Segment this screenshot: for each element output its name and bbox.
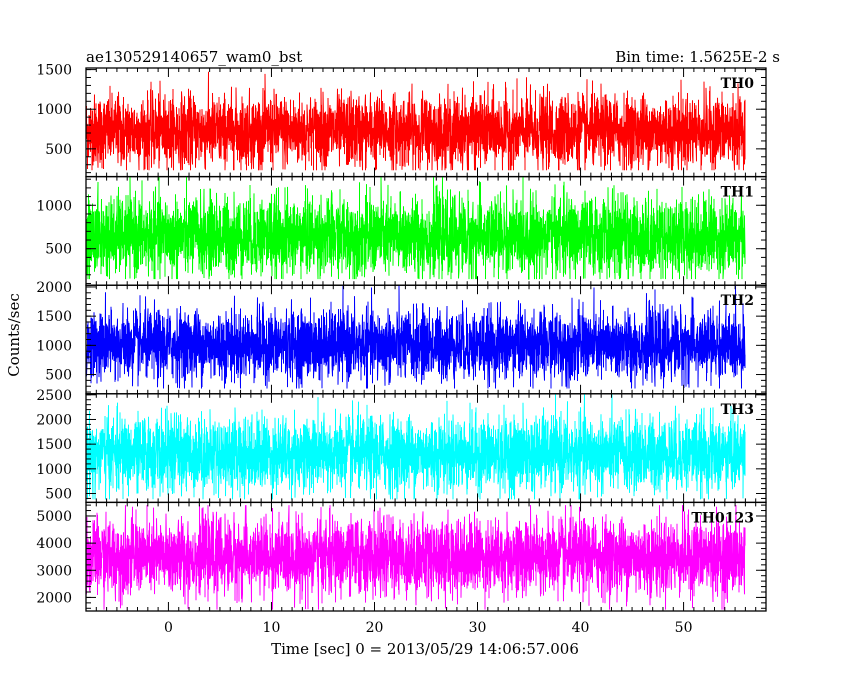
- series-label-th0123: TH0123: [691, 510, 754, 526]
- y-tick-label: 500: [45, 242, 72, 258]
- y-tick-label: 1500: [36, 63, 72, 79]
- panels-group: 500 1000 1500 TH0 500 1000 TH1 500 1000 1500 2000 T…: [36, 63, 767, 612]
- y-tick-label: 2500: [36, 388, 72, 404]
- panel-th1: 500 1000 TH1: [36, 175, 767, 286]
- y-tick-label: 500: [45, 487, 72, 503]
- y-tick-label: 2000: [36, 280, 72, 296]
- series-label-th1: TH1: [721, 185, 754, 201]
- x-tick-label: 0: [164, 620, 173, 636]
- bin-time-label: Bin time: 1.5625E-2 s: [615, 48, 780, 66]
- x-axis-title: Time [sec] 0 = 2013/05/29 14:06:57.006: [271, 640, 579, 658]
- y-tick-label: 5000: [36, 509, 72, 525]
- panel-th0123: 2000 3000 4000 5000 TH0123: [36, 501, 767, 612]
- x-tick-label: 50: [675, 620, 693, 636]
- series-label-th3: TH3: [721, 402, 754, 418]
- series-line-th2: [85, 285, 746, 389]
- y-tick-label: 500: [45, 142, 72, 158]
- y-tick-label: 3000: [36, 563, 72, 579]
- panel-th2: 500 1000 1500 2000 TH2: [36, 280, 767, 395]
- x-axis: 0 10 20 30 40 50: [164, 620, 693, 636]
- y-tick-label: 1000: [36, 462, 72, 478]
- series-line-th1: [85, 176, 746, 280]
- y-tick-label: 1000: [36, 102, 72, 118]
- y-tick-label: 1000: [36, 198, 72, 214]
- series-line-th0: [85, 71, 746, 171]
- y-axis-title: Counts/sec: [5, 293, 23, 377]
- series-line-th0123: [85, 505, 746, 610]
- panel-th3: 500 1000 1500 2000 2500 TH3: [36, 388, 767, 504]
- panel-th0: 500 1000 1500 TH0: [36, 63, 767, 178]
- chart-title: ae130529140657_wam0_bst: [86, 48, 302, 66]
- y-tick-label: 500: [45, 368, 72, 384]
- y-tick-label: 2000: [36, 412, 72, 428]
- series-line-th3: [85, 393, 746, 500]
- x-tick-label: 40: [572, 620, 590, 636]
- x-tick-label: 20: [366, 620, 384, 636]
- x-tick-label: 30: [469, 620, 487, 636]
- x-tick-label: 10: [263, 620, 281, 636]
- y-tick-label: 1500: [36, 309, 72, 325]
- y-tick-label: 1000: [36, 338, 72, 354]
- y-tick-label: 1500: [36, 437, 72, 453]
- series-label-th0: TH0: [721, 76, 755, 92]
- y-tick-label: 2000: [36, 590, 72, 606]
- series-label-th2: TH2: [721, 293, 754, 309]
- y-tick-label: 4000: [36, 536, 72, 552]
